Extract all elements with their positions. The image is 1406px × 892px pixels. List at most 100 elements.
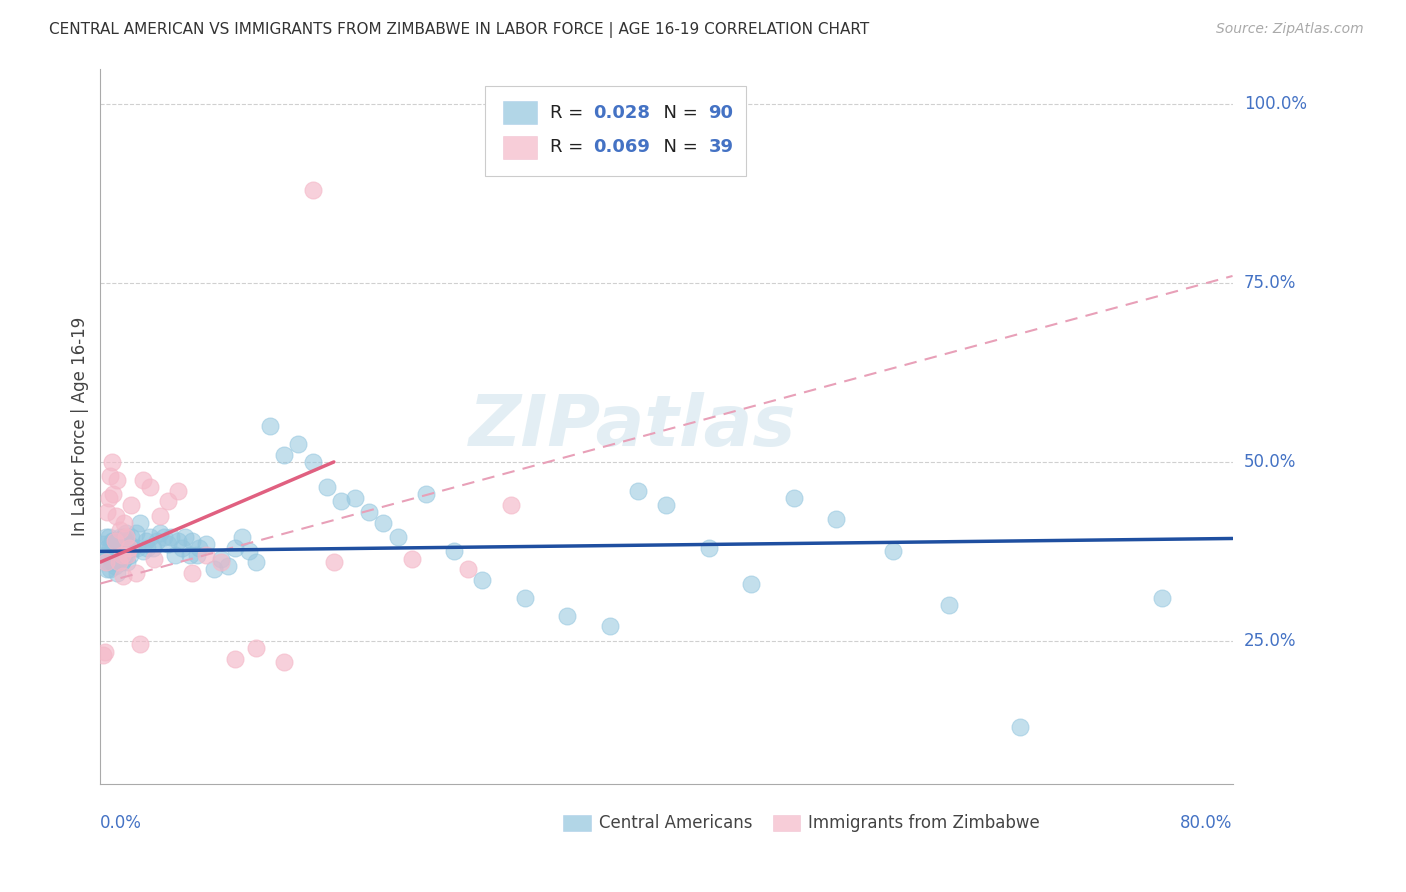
- Point: [94, 530, 117, 544]
- Point: [114, 544, 136, 558]
- Text: R =: R =: [550, 103, 589, 122]
- Point: [938, 598, 960, 612]
- Point: [273, 655, 295, 669]
- Point: [112, 551, 135, 566]
- Point: [104, 508, 127, 523]
- Point: [188, 541, 211, 555]
- FancyBboxPatch shape: [485, 87, 745, 176]
- Point: [329, 494, 352, 508]
- Text: Source: ZipAtlas.com: Source: ZipAtlas.com: [1216, 22, 1364, 37]
- Point: [783, 491, 806, 505]
- Point: [513, 591, 536, 605]
- Point: [121, 498, 143, 512]
- Point: [157, 537, 180, 551]
- Point: [273, 448, 295, 462]
- Point: [122, 541, 145, 555]
- Point: [103, 533, 125, 548]
- Point: [108, 530, 131, 544]
- Text: Immigrants from Zimbabwe: Immigrants from Zimbabwe: [808, 814, 1039, 832]
- Point: [112, 516, 135, 530]
- Point: [209, 551, 232, 566]
- Point: [107, 533, 129, 548]
- Point: [165, 548, 187, 562]
- Point: [103, 558, 125, 573]
- Point: [143, 551, 166, 566]
- Point: [101, 487, 124, 501]
- Point: [172, 541, 194, 555]
- Point: [97, 491, 120, 505]
- Point: [105, 566, 128, 580]
- Point: [129, 516, 152, 530]
- Point: [259, 419, 281, 434]
- Point: [149, 508, 172, 523]
- Point: [387, 530, 409, 544]
- Point: [149, 526, 172, 541]
- Point: [125, 566, 148, 580]
- Point: [557, 608, 579, 623]
- Point: [359, 505, 381, 519]
- Point: [132, 544, 155, 558]
- Point: [139, 530, 162, 544]
- Point: [104, 533, 127, 548]
- Point: [301, 455, 323, 469]
- Point: [160, 530, 183, 544]
- Text: 0.028: 0.028: [593, 103, 650, 122]
- Point: [224, 541, 246, 555]
- Point: [91, 537, 114, 551]
- Point: [91, 648, 114, 662]
- Y-axis label: In Labor Force | Age 16-19: In Labor Force | Age 16-19: [72, 317, 89, 536]
- Point: [499, 498, 522, 512]
- Point: [181, 533, 204, 548]
- Point: [186, 548, 208, 562]
- Point: [209, 555, 232, 569]
- Point: [471, 573, 494, 587]
- Point: [443, 544, 465, 558]
- Point: [245, 555, 267, 569]
- Point: [153, 530, 176, 544]
- Point: [118, 537, 141, 551]
- Point: [231, 530, 253, 544]
- Point: [146, 533, 169, 548]
- Point: [129, 637, 152, 651]
- Point: [115, 548, 138, 562]
- Point: [127, 541, 149, 555]
- Text: CENTRAL AMERICAN VS IMMIGRANTS FROM ZIMBABWE IN LABOR FORCE | AGE 16-19 CORRELAT: CENTRAL AMERICAN VS IMMIGRANTS FROM ZIMB…: [49, 22, 869, 38]
- Text: 100.0%: 100.0%: [1244, 95, 1306, 113]
- Point: [202, 562, 225, 576]
- Point: [96, 541, 118, 555]
- Point: [100, 455, 122, 469]
- Point: [457, 562, 479, 576]
- Point: [1010, 720, 1032, 734]
- Point: [101, 533, 124, 548]
- Point: [245, 640, 267, 655]
- Point: [107, 555, 129, 569]
- Point: [373, 516, 395, 530]
- Point: [103, 541, 125, 555]
- Point: [120, 548, 142, 562]
- Point: [101, 551, 124, 566]
- Point: [118, 541, 141, 555]
- Point: [94, 555, 117, 569]
- Point: [98, 562, 121, 576]
- Point: [132, 473, 155, 487]
- Point: [111, 544, 134, 558]
- Text: N =: N =: [652, 138, 703, 156]
- Point: [142, 541, 165, 555]
- Point: [105, 473, 128, 487]
- Point: [115, 555, 138, 569]
- Point: [224, 651, 246, 665]
- Point: [96, 505, 118, 519]
- Point: [195, 537, 218, 551]
- Point: [93, 548, 115, 562]
- Text: R =: R =: [550, 138, 589, 156]
- Point: [107, 555, 129, 569]
- Point: [114, 530, 136, 544]
- Point: [1150, 591, 1173, 605]
- Point: [301, 183, 323, 197]
- Point: [179, 548, 201, 562]
- Text: 80.0%: 80.0%: [1180, 814, 1233, 832]
- Point: [136, 541, 159, 555]
- Text: Central Americans: Central Americans: [599, 814, 752, 832]
- Point: [174, 530, 197, 544]
- Point: [97, 530, 120, 544]
